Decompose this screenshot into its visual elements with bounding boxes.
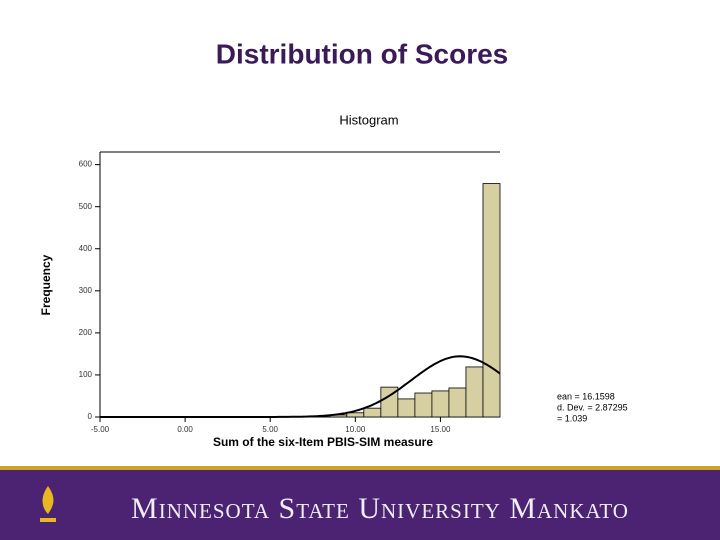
x-tick-label: 5.00 xyxy=(262,425,278,434)
x-tick-label: 15.00 xyxy=(430,425,451,434)
y-tick-label: 300 xyxy=(79,286,93,295)
x-tick-label: 10.00 xyxy=(345,425,366,434)
x-tick-label: 0.00 xyxy=(177,425,193,434)
bar xyxy=(482,183,501,418)
footer-text: Minnesota State University Mankato xyxy=(131,492,629,525)
logo-base xyxy=(40,518,56,522)
bar xyxy=(397,398,416,418)
y-axis-label: Frequency xyxy=(39,254,53,315)
x-tick-label: -5.00 xyxy=(91,425,110,434)
y-tick-label: 400 xyxy=(79,244,93,253)
stat-label: d. Dev. = 2.87295 xyxy=(557,402,628,412)
x-axis-label: Sum of the six-Item PBIS-SIM measure xyxy=(213,435,433,449)
stat-label: ean = 16.1598 xyxy=(557,391,615,401)
y-tick-label: 200 xyxy=(79,328,93,337)
bar xyxy=(431,390,450,418)
slide-title: Distribution of Scores xyxy=(216,38,508,69)
logo-flame xyxy=(42,486,54,514)
y-tick-label: 500 xyxy=(79,202,93,211)
bar xyxy=(414,392,433,418)
bar xyxy=(465,366,484,418)
bar xyxy=(346,412,365,418)
bar xyxy=(363,407,382,418)
bar xyxy=(448,387,467,418)
y-tick-label: 100 xyxy=(79,370,93,379)
y-tick-label: 600 xyxy=(79,160,93,169)
chart-title: Histogram xyxy=(339,112,398,127)
y-tick-label: 0 xyxy=(88,412,93,421)
footer-band xyxy=(0,470,720,540)
stat-label: = 1.039 xyxy=(557,413,587,423)
footer-rule xyxy=(0,466,720,470)
normal-curve xyxy=(100,355,500,418)
